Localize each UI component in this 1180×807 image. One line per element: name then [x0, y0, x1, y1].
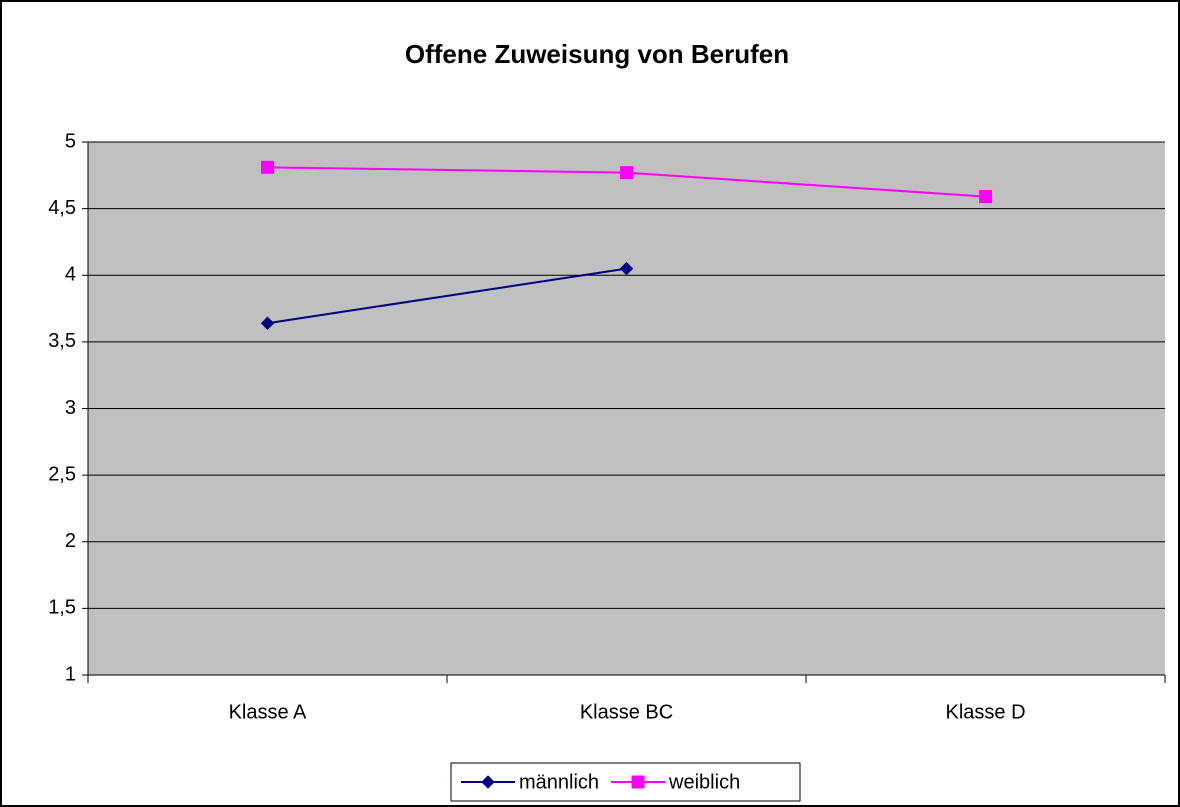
chart-title: Offene Zuweisung von Berufen [405, 39, 789, 69]
y-tick-label: 2 [65, 530, 76, 552]
data-point [619, 261, 634, 276]
legend-label: männlich [519, 771, 599, 793]
y-tick-label: 3,5 [48, 330, 76, 352]
x-tick-label: Klasse A [229, 701, 307, 723]
y-tick-label: 4 [65, 264, 76, 286]
y-tick-label: 5 [65, 130, 76, 152]
y-tick-label: 3 [65, 397, 76, 419]
legend-marker [631, 775, 645, 789]
legend-label: weiblich [668, 771, 740, 793]
data-point [979, 190, 992, 204]
data-point [260, 316, 275, 330]
data-point [261, 160, 274, 174]
series-line [267, 267, 627, 325]
y-tick-label: 2,5 [48, 463, 76, 485]
y-tick-label: 1,5 [48, 597, 76, 619]
y-tick-label: 4,5 [48, 197, 76, 219]
x-tick-label: Klasse BC [580, 701, 673, 723]
data-point [620, 166, 633, 180]
y-tick-label: 1 [65, 663, 76, 685]
x-tick-label: Klasse D [945, 701, 1025, 723]
legend-marker [481, 775, 495, 789]
